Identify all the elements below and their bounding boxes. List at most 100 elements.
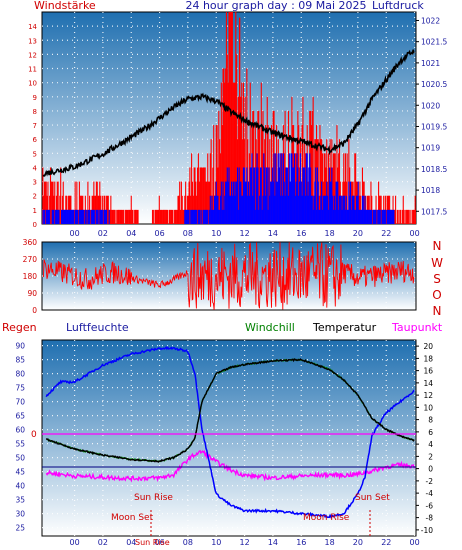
- luftfeuchte-tick-label: 85: [15, 356, 25, 365]
- legend-temperatur: Temperatur: [312, 321, 377, 334]
- temperatur-tick-label: -2: [426, 477, 434, 486]
- luftdruck-tick-label: 1021: [421, 59, 440, 68]
- bottom-time-axis: 00 02 04 06 08 10 12 14 16 18 20 22 00: [70, 538, 420, 547]
- wind-speed-bars: [42, 153, 395, 224]
- temperatur-tick-label: 12: [423, 391, 433, 400]
- windstaerke-tick-label: 8: [33, 108, 37, 116]
- moon-rise-label: Moon Rise: [303, 513, 350, 523]
- windstaerke-tick-label: 10: [28, 80, 37, 88]
- header-windstaerke: Windstärke: [34, 0, 96, 12]
- bottom-time-tick-label: 02: [98, 538, 108, 547]
- time-tick-label: 14: [268, 229, 278, 238]
- windstaerke-tick-label: 2: [33, 193, 37, 201]
- luftfeuchte-tick-label: 55: [15, 440, 25, 449]
- temperatur-tick-label: 8: [428, 416, 433, 425]
- wind-direction-axis: 0 90 180 270 360: [23, 238, 38, 315]
- time-tick-label: 22: [381, 229, 391, 238]
- header-luftdruck: Luftdruck: [372, 0, 424, 12]
- windstaerke-tick-label: 7: [33, 122, 37, 130]
- sun-set-label: Sun Set: [355, 493, 390, 503]
- bottom-time-tick-label: 16: [296, 538, 306, 547]
- windstaerke-tick-label: 9: [33, 94, 37, 102]
- luftdruck-tick-label: 1019.5: [421, 123, 447, 132]
- compass-letter-w: W: [431, 256, 443, 270]
- luftdruck-tick-label: 1017.5: [421, 207, 447, 216]
- temperatur-tick-label: -10: [421, 526, 433, 535]
- wind-direction-path: [42, 242, 415, 310]
- bottom-time-tick-label: 22: [381, 538, 391, 547]
- time-tick-label: 06: [155, 229, 165, 238]
- temperatur-tick-label: 20: [423, 342, 433, 351]
- luftfeuchte-tick-label: 40: [15, 482, 25, 491]
- wind-direction-line: [42, 242, 415, 310]
- temperatur-tick-label: -6: [426, 501, 434, 510]
- luftdruck-tick-label: 1022: [421, 17, 440, 26]
- time-tick-label: 04: [126, 229, 136, 238]
- luftfeuchte-axis: 25 30 35 40 45 50 55 60 65 70 75 80 85 90: [15, 342, 25, 533]
- direction-tick-label: 360: [23, 238, 38, 247]
- windstaerke-tick-label: 1: [33, 207, 37, 215]
- luftdruck-tick-label: 1018: [421, 186, 440, 195]
- bottom-time-tick-label: 10: [211, 538, 221, 547]
- windstaerke-tick-label: 12: [28, 51, 37, 59]
- windstaerke-tick-label: 3: [33, 179, 37, 187]
- luftfeuchte-tick-label: 45: [15, 468, 25, 477]
- temperatur-tick-label: 10: [423, 403, 433, 412]
- bottom-time-tick-label: 12: [240, 538, 250, 547]
- luftfeuchte-line: [45, 346, 415, 519]
- luftdruck-tick-label: 1020.5: [421, 80, 447, 89]
- bottom-time-tick-label: 20: [353, 538, 363, 547]
- compass-letters: N W S O N: [431, 239, 443, 318]
- zero-mark-label: 0: [31, 430, 37, 440]
- bottom-time-tick-label: 04: [126, 538, 136, 547]
- time-tick-label: 00: [70, 229, 80, 238]
- temperatur-line: [45, 358, 415, 463]
- luftfeuchte-tick-label: 70: [15, 398, 25, 407]
- direction-tick-label: 0: [32, 306, 37, 315]
- bottom-time-tick-label: 00: [70, 538, 80, 547]
- sun-rise-label: Sun Rise: [134, 493, 173, 503]
- luftfeuchte-tick-label: 35: [15, 496, 25, 505]
- temperatur-axis: -10 -8 -6 -4 -2 0 2 4 6 8 10 12 14 16 18 20: [416, 342, 433, 535]
- legend-windchill: Windchill: [245, 321, 295, 334]
- top-time-axis: 00 02 04 06 08 10 12 14 16 18 20 22 00: [70, 229, 420, 238]
- time-tick-label: 18: [325, 229, 335, 238]
- compass-letter-o: O: [432, 288, 441, 302]
- time-tick-label: 20: [353, 229, 363, 238]
- luftfeuchte-tick-label: 65: [15, 412, 25, 421]
- time-tick-label: 08: [183, 229, 193, 238]
- temperatur-tick-label: 18: [423, 354, 433, 363]
- legend-regen: Regen: [2, 321, 37, 334]
- taupunkt-line: [45, 449, 415, 483]
- time-tick-label: 00: [410, 229, 420, 238]
- bottom-time-tick-label: 00: [410, 538, 420, 547]
- pressure-line-path: [42, 49, 415, 178]
- direction-tick-label: 270: [23, 255, 38, 264]
- luftfeuchte-tick-label: 75: [15, 384, 25, 393]
- temperatur-tick-label: 14: [423, 379, 433, 388]
- compass-letter-s: S: [433, 272, 441, 286]
- compass-letter-n-bottom: N: [433, 304, 442, 318]
- time-tick-label: 02: [98, 229, 108, 238]
- bottom-panel-lines: [45, 346, 415, 519]
- time-tick-label: 12: [240, 229, 250, 238]
- luftdruck-tick-label: 1018.5: [421, 165, 447, 174]
- luftfeuchte-tick-label: 25: [15, 524, 25, 533]
- temperatur-tick-label: 16: [423, 367, 433, 376]
- legend-taupunkt: Taupunkt: [391, 321, 443, 334]
- bottom-time-tick-label: 06: [155, 538, 165, 547]
- time-tick-label: 10: [211, 229, 221, 238]
- luftfeuchte-tick-label: 80: [15, 370, 25, 379]
- luftdruck-axis: 1017.5 1018 1018.5 1019 1019.5 1020 1020.5 1021…: [416, 17, 447, 216]
- header-title: 24 hour graph day : 09 Mai 2025: [185, 0, 366, 12]
- luftfeuchte-tick-label: 60: [15, 426, 25, 435]
- windstaerke-tick-label: 4: [33, 165, 38, 173]
- legend-luftfeuchte: Luftfeuchte: [66, 321, 129, 334]
- luftfeuchte-tick-label: 30: [15, 510, 25, 519]
- luftdruck-tick-label: 1019: [421, 144, 440, 153]
- windstaerke-tick-label: 13: [28, 37, 37, 45]
- luftfeuchte-tick-label: 50: [15, 454, 25, 463]
- temperatur-tick-label: -4: [426, 489, 434, 498]
